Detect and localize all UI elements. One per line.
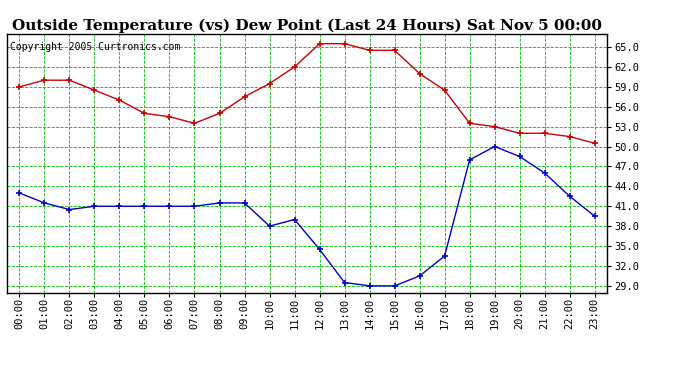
- Text: Copyright 2005 Curtronics.com: Copyright 2005 Curtronics.com: [10, 42, 180, 51]
- Title: Outside Temperature (vs) Dew Point (Last 24 Hours) Sat Nov 5 00:00: Outside Temperature (vs) Dew Point (Last…: [12, 18, 602, 33]
